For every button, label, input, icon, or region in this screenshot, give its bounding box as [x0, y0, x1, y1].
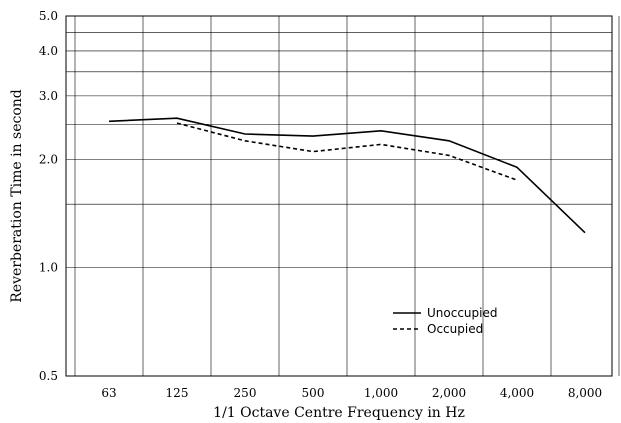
x-tick-label: 1,000: [364, 386, 398, 400]
x-tick-label: 125: [166, 386, 189, 400]
x-axis-label: 1/1 Octave Centre Frequency in Hz: [213, 405, 465, 421]
x-tick-label: 500: [302, 386, 325, 400]
y-tick-label: 4.0: [39, 44, 58, 58]
x-tick-label: 2,000: [432, 386, 466, 400]
x-tick-label: 8,000: [568, 386, 602, 400]
y-tick-label: 1.0: [39, 261, 58, 275]
y-tick-label: 0.5: [39, 369, 58, 383]
plot-frame: [65, 15, 613, 377]
y-tick-label: 5.0: [39, 9, 58, 23]
y-axis-label: Reverberation Time in second: [9, 89, 25, 303]
x-tick-label: 250: [234, 386, 257, 400]
series-line-occupied: [176, 122, 518, 181]
legend-label-unoccupied: Unoccupied: [427, 306, 497, 320]
chart-grid: [66, 16, 620, 376]
x-tick-label: 4,000: [500, 386, 534, 400]
chart-ticks: 0.5 1.0 2.0 3.0 4.0 5.0 63 125 250 500 1,000 2,000 4…: [39, 9, 602, 400]
legend-label-occupied: Occupied: [427, 322, 483, 336]
chart-series: [108, 117, 586, 234]
y-tick-label: 2.0: [39, 152, 58, 166]
series-line-unoccupied: [108, 117, 586, 234]
chart-legend: Unoccupied Occupied: [393, 306, 497, 336]
y-tick-label: 3.0: [39, 89, 58, 103]
x-tick-label: 63: [101, 386, 116, 400]
